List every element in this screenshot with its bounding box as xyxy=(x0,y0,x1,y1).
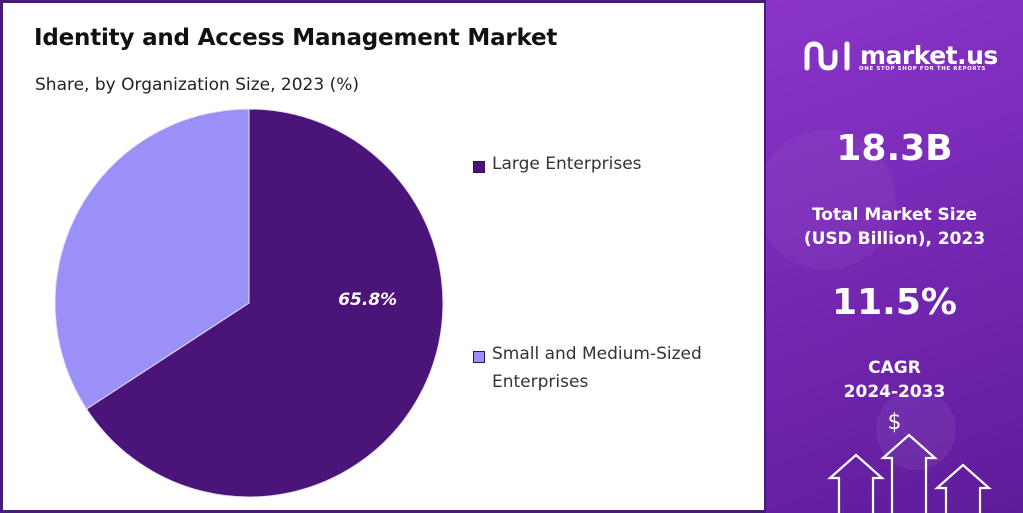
growth-arrows-icon xyxy=(827,433,992,513)
cagr-value: 11.5% xyxy=(832,282,957,323)
chart-panel: Identity and Access Management Market Sh… xyxy=(0,0,766,513)
market-size-label-line1: Total Market Size xyxy=(811,205,978,225)
dollar-icon: $ xyxy=(887,410,902,435)
legend-swatch-small-medium-enterprises xyxy=(473,351,485,363)
market-size-label-line2: (USD Billion), 2023 xyxy=(803,229,986,249)
brand-name: market.us xyxy=(860,41,998,70)
legend-item-large-enterprises: Large Enterprises xyxy=(473,154,752,178)
pie-slice-small-and-medium-sized-enterprises xyxy=(54,108,250,410)
chart-subtitle: Share, by Organization Size, 2023 (%) xyxy=(35,75,359,95)
brand-tagline: ONE STOP SHOP FOR THE REPORTS xyxy=(859,66,986,72)
summary-panel: market.us ONE STOP SHOP FOR THE REPORTS … xyxy=(766,0,1023,513)
pie-data-label: 65.8% xyxy=(338,290,397,310)
legend-label: Large Enterprises xyxy=(492,154,642,174)
background-decoration xyxy=(766,130,992,513)
market-size-value: 18.3B xyxy=(836,128,953,169)
legend-item-small-medium-enterprises: Small and Medium-Sized Enterprises xyxy=(473,344,742,396)
legend-swatch-large-enterprises xyxy=(473,161,485,173)
pie-chart: 65.8% xyxy=(54,108,444,498)
cagr-label: CAGR xyxy=(868,358,921,378)
market-us-logo-icon xyxy=(804,41,850,71)
pie-slice-large-enterprises xyxy=(85,108,444,498)
brand-logo: market.us xyxy=(802,38,998,74)
chart-title: Identity and Access Management Market xyxy=(34,25,558,51)
legend-label: Small and Medium-Sized Enterprises xyxy=(492,344,702,392)
cagr-period: 2024-2033 xyxy=(843,382,946,402)
